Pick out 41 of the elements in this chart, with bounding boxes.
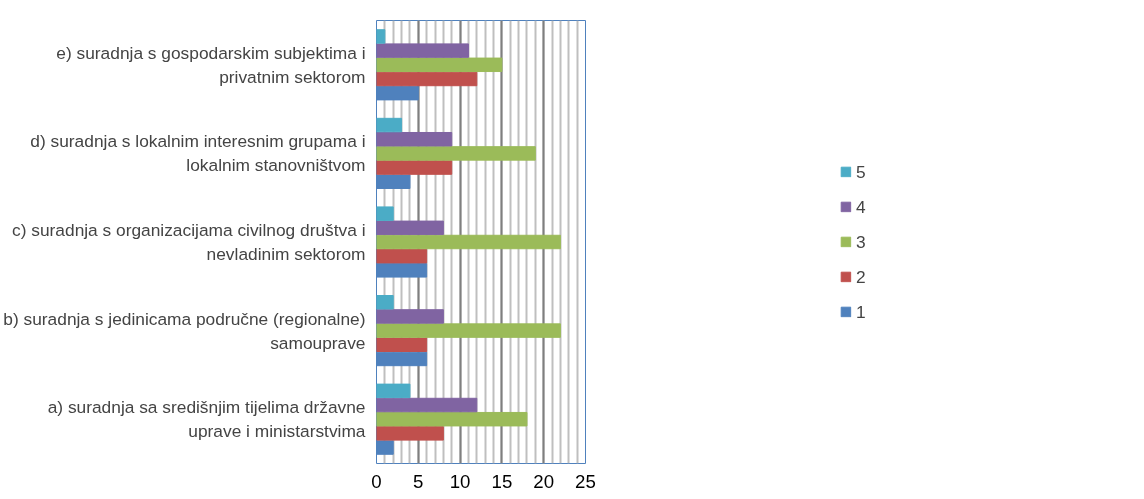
legend-label: 2 xyxy=(856,266,867,287)
bar xyxy=(376,117,403,133)
legend-label: 1 xyxy=(856,301,867,322)
x-tick-label: 15 xyxy=(491,470,513,492)
bar xyxy=(376,337,428,353)
y-tick-label: b) suradnja s jedinicama područne (regionalne) samouprave xyxy=(3,308,366,353)
bar xyxy=(376,248,428,264)
bar xyxy=(376,263,428,278)
bar xyxy=(376,440,394,455)
bar xyxy=(376,85,419,101)
bar xyxy=(376,234,561,250)
x-tick-label: 10 xyxy=(449,470,471,492)
bar xyxy=(376,426,444,441)
bar xyxy=(376,383,411,399)
bar xyxy=(376,220,444,236)
bar xyxy=(376,160,453,175)
bar xyxy=(376,351,428,367)
x-tick-label: 20 xyxy=(533,470,555,492)
bar xyxy=(376,309,444,324)
bar xyxy=(376,174,411,189)
bar xyxy=(376,71,478,87)
legend-label: 5 xyxy=(856,161,867,182)
y-tick-label: c) suradnja s organizacijama civilnog društva i nevladinim sektorom xyxy=(12,220,366,264)
y-tick-label: d) suradnja s lokalnim interesnim grupama i lokalnim stanovništvom xyxy=(30,131,366,176)
bar xyxy=(376,206,394,221)
bar xyxy=(376,146,536,161)
bar xyxy=(376,323,561,338)
legend-label: 3 xyxy=(856,231,867,252)
x-tick-label: 25 xyxy=(575,470,596,492)
bar xyxy=(376,411,528,427)
legend-label: 4 xyxy=(856,196,867,217)
bar xyxy=(376,29,386,44)
y-tick-label: a) suradnja sa središnjim tijelima državne uprave i ministarstvima xyxy=(47,397,366,442)
bar xyxy=(376,397,478,413)
x-tick-label: 5 xyxy=(413,470,424,492)
x-tick-label: 0 xyxy=(371,470,382,492)
bar xyxy=(376,43,469,58)
bar xyxy=(376,295,394,310)
bar xyxy=(376,131,453,147)
y-tick-label: e) suradnja s gospodarskim subjektima i privatnim sektorom xyxy=(56,42,366,87)
bar xyxy=(376,57,503,73)
